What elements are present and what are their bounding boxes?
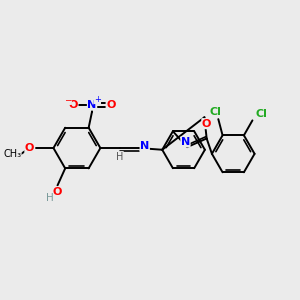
Text: Cl: Cl [255,110,267,119]
Text: +: + [94,94,100,103]
Text: N: N [87,100,97,110]
Text: CH₃: CH₃ [3,149,21,159]
Text: O: O [53,187,62,197]
Text: N: N [140,141,149,151]
Text: H: H [46,193,53,203]
Text: O: O [106,100,116,110]
Text: O: O [25,143,34,153]
Text: N: N [181,137,190,147]
Text: O: O [202,118,211,129]
Text: −: − [64,95,71,104]
Text: O: O [69,100,78,110]
Text: Cl: Cl [210,107,222,117]
Text: H: H [116,152,123,162]
